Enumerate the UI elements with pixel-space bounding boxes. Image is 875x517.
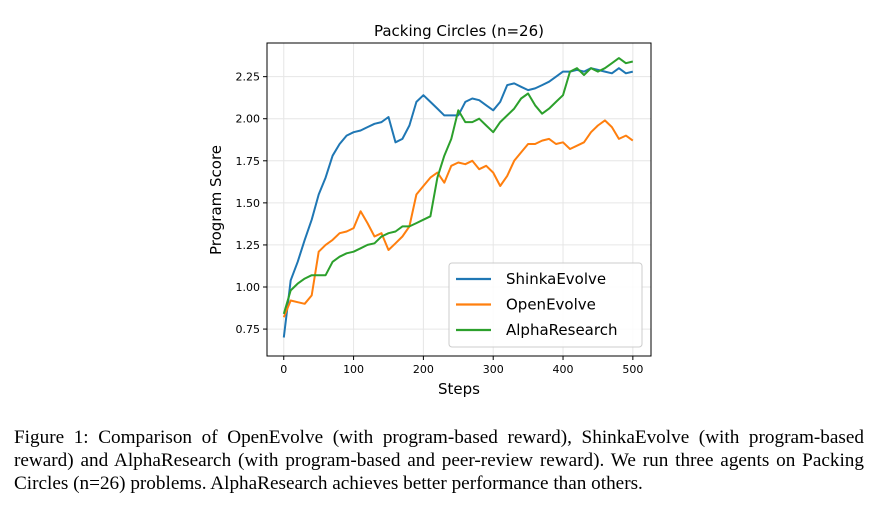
- plot-frame: [266, 42, 652, 357]
- x-tick-label: 100: [343, 363, 364, 376]
- x-tick-label: 300: [483, 363, 504, 376]
- series-line-shinkaevolve: [282, 67, 634, 338]
- x-tick-label: 400: [553, 363, 574, 376]
- legend-box: [448, 262, 643, 348]
- y-tick-label: 2.25: [236, 71, 261, 84]
- line-chart: 0 100 200 300 400 500 0.75 1.00 1.25 1.50 1.75 2.00…: [207, 22, 652, 398]
- x-tick-label: 200: [413, 363, 434, 376]
- figure-caption: Figure 1: Comparison of OpenEvolve (with…: [14, 427, 864, 494]
- ticks: 0 100 200 300 400 500 0.75 1.00 1.25 1.50 1.75 2.00…: [236, 71, 644, 376]
- chart-title: Packing Circles (n=26): [374, 22, 544, 40]
- y-tick-label: 0.75: [236, 323, 261, 336]
- y-tick-label: 1.25: [236, 239, 261, 252]
- legend: ShinkaEvolve OpenEvolve AlphaResearch: [448, 262, 643, 348]
- series-line-openevolve: [282, 119, 634, 318]
- legend-label: OpenEvolve: [506, 296, 596, 314]
- series-line-alpharesearch: [282, 57, 634, 315]
- y-tick-label: 1.75: [236, 155, 261, 168]
- legend-label: ShinkaEvolve: [506, 270, 606, 288]
- y-tick-label: 1.00: [236, 281, 261, 294]
- y-tick-label: 1.50: [236, 197, 261, 210]
- y-axis-label: Program Score: [207, 145, 225, 255]
- x-tick-label: 500: [622, 363, 643, 376]
- y-tick-label: 2.00: [236, 113, 261, 126]
- series-lines: [282, 57, 634, 338]
- legend-label: AlphaResearch: [506, 321, 617, 339]
- x-tick-label: 0: [280, 363, 287, 376]
- x-axis-label: Steps: [438, 380, 480, 398]
